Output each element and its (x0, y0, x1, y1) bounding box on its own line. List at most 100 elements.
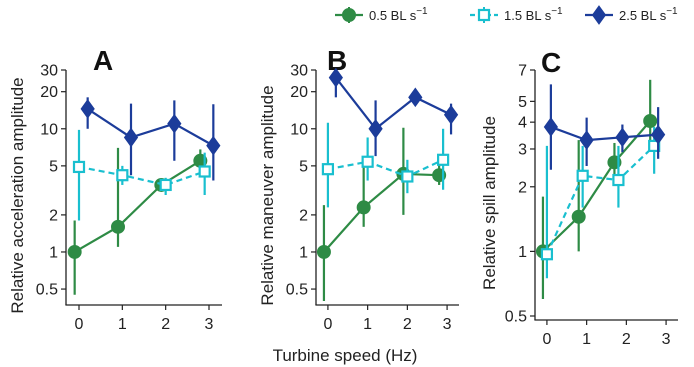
data-point (571, 209, 586, 224)
data-point (67, 244, 82, 259)
y-tick-label: 0.5 (36, 282, 58, 299)
series-cyan (72, 129, 211, 221)
x-axis-label: Turbine speed (Hz) (273, 346, 418, 365)
series-line (542, 120, 652, 253)
x-tick-label: 1 (582, 331, 591, 348)
y-tick-label: 1 (49, 244, 58, 261)
data-point (408, 87, 423, 108)
y-tick-label: 20 (40, 84, 58, 101)
series-navy (80, 97, 221, 181)
panel-letter: B (327, 45, 347, 76)
data-point (80, 99, 95, 119)
x-tick-label: 2 (622, 331, 631, 348)
series-line (545, 145, 655, 255)
legend-item-navy: 2.5 BL s−1 (585, 5, 678, 25)
panel-letter: C (541, 47, 561, 78)
legend-item-green: 0.5 BL s−1 (335, 6, 428, 23)
y-tick-label: 30 (40, 63, 58, 80)
data-point (361, 155, 374, 168)
series-line (550, 125, 659, 142)
data-point (167, 113, 182, 134)
panel-a: 0.5 1 2 5 10 20 30 0 1 2 3 Relative acceleration am… (8, 45, 222, 333)
data-point (579, 130, 594, 150)
x-tick-label: 0 (323, 316, 332, 333)
data-point (72, 160, 86, 174)
data-point (206, 135, 221, 156)
y-tick-label: 1 (518, 244, 527, 261)
data-point (643, 114, 658, 129)
data-point (543, 117, 559, 137)
panel-letter: A (93, 45, 113, 76)
y-tick-label: 3 (518, 141, 527, 158)
series-cyan (321, 122, 450, 208)
data-point (615, 127, 630, 148)
panel-b: 0.5 1 2 5 10 20 30 0 1 2 3 Relative maneuver amplit… (258, 45, 459, 333)
data-point (356, 200, 371, 215)
x-tick-label: 3 (662, 331, 671, 348)
x-tick-label: 3 (443, 316, 452, 333)
y-tick-label: 7 (518, 63, 527, 80)
data-point (401, 170, 414, 183)
series-navy (543, 84, 666, 170)
data-point (540, 248, 554, 261)
y-tick-label: 4 (518, 115, 527, 132)
series-line (327, 158, 444, 178)
data-point (316, 244, 331, 259)
legend-label: 1.5 BL s−1 (504, 6, 563, 23)
y-tick-label: 10 (40, 121, 58, 138)
series-line (87, 107, 214, 147)
data-point (198, 165, 211, 178)
y-tick-label: 5 (518, 94, 527, 111)
series-line (334, 76, 452, 131)
data-point (321, 163, 335, 176)
data-point (437, 153, 450, 166)
data-point (159, 178, 172, 192)
legend-label: 2.5 BL s−1 (619, 6, 678, 23)
y-tick-label: 30 (290, 63, 308, 80)
y-tick-label: 5 (299, 158, 308, 175)
x-tick-label: 2 (161, 316, 170, 333)
y-tick-label: 20 (290, 84, 308, 101)
y-tick-label: 5 (49, 158, 58, 175)
legend: 0.5 BL s−1 1.5 BL s−1 2.5 BL s−1 (335, 5, 678, 25)
panel-c: 0.5 1 2 3 4 5 7 0 1 2 3 Relative spill amplitude C (480, 47, 678, 348)
y-axis-label: Relative acceleration amplitude (8, 77, 27, 313)
series-navy (328, 67, 459, 157)
series-cyan (540, 126, 661, 279)
y-tick-label: 0.5 (505, 309, 527, 326)
x-tick-label: 0 (542, 331, 551, 348)
x-tick-label: 0 (75, 316, 84, 333)
series-green (316, 127, 447, 301)
legend-marker (591, 5, 607, 25)
y-tick-label: 0.5 (286, 282, 308, 299)
y-axis-label: Relative maneuver amplitude (258, 85, 277, 305)
data-point (651, 124, 666, 145)
y-tick-label: 2 (49, 207, 58, 224)
series-line (74, 159, 201, 253)
y-tick-label: 1 (299, 244, 308, 261)
x-tick-label: 2 (403, 316, 412, 333)
data-point (123, 127, 139, 148)
y-tick-label: 10 (290, 121, 308, 138)
x-tick-label: 3 (205, 316, 214, 333)
data-point (443, 104, 459, 125)
data-point (111, 219, 125, 234)
legend-item-cyan: 1.5 BL s−1 (470, 6, 563, 23)
data-point (368, 118, 383, 139)
x-tick-label: 1 (363, 316, 372, 333)
legend-marker (342, 8, 356, 22)
data-point (576, 169, 589, 182)
series-line (323, 172, 440, 253)
x-tick-label: 1 (118, 316, 127, 333)
y-tick-label: 2 (299, 207, 308, 224)
series-line (78, 165, 206, 187)
legend-label: 0.5 BL s−1 (369, 6, 428, 23)
y-axis-label: Relative spill amplitude (480, 116, 499, 290)
y-tick-label: 2 (518, 179, 527, 196)
legend-marker (477, 8, 491, 22)
data-point (612, 173, 625, 187)
data-point (116, 169, 129, 182)
series-green (535, 79, 658, 300)
